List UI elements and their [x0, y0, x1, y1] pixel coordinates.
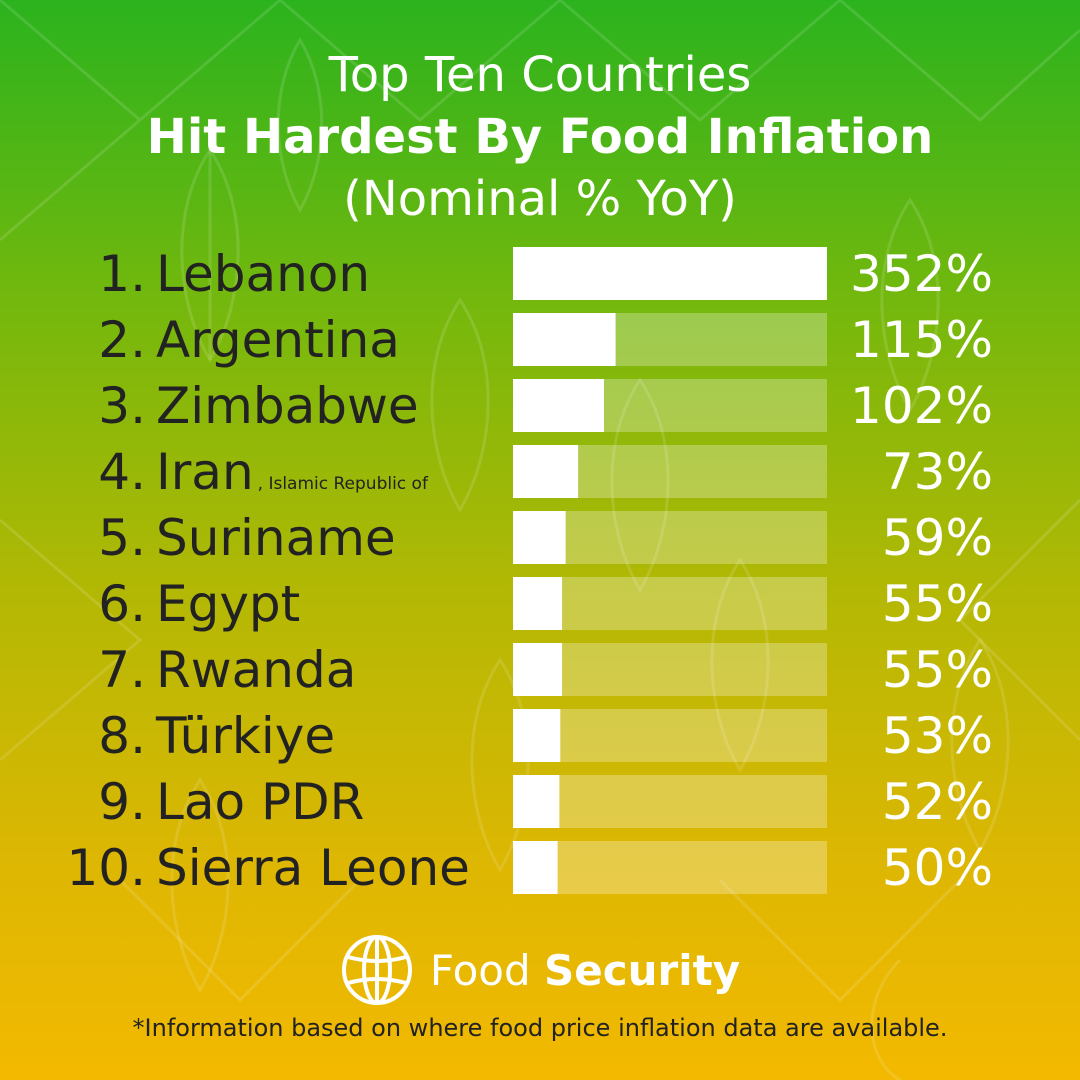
header: Top Ten Countries Hit Hardest By Food In…	[0, 44, 1080, 230]
country-label: Sierra Leone	[156, 839, 470, 897]
rank-label: 2.	[98, 311, 146, 369]
rank-label: 3.	[98, 377, 146, 435]
rank-label: 7.	[98, 641, 146, 699]
value-label: 52%	[882, 773, 993, 831]
title-line-1: Top Ten Countries	[328, 47, 752, 103]
bar	[513, 247, 827, 300]
title-line-3: (Nominal % YoY)	[343, 171, 737, 227]
country-label: Zimbabwe	[156, 377, 419, 435]
title-line-2: Hit Hardest By Food Inflation	[146, 109, 934, 165]
brand-name-regular: Food	[429, 945, 531, 995]
value-label: 102%	[850, 377, 993, 435]
bar	[513, 379, 604, 432]
rank-label: 5.	[98, 509, 146, 567]
country-label: Lebanon	[156, 245, 370, 303]
country-label: Rwanda	[156, 641, 356, 699]
brand: Food Security	[0, 930, 1080, 1010]
bar	[513, 577, 563, 630]
rank-label: 4.	[98, 443, 146, 501]
value-label: 50%	[882, 839, 993, 897]
footnote: *Information based on where food price i…	[132, 1014, 948, 1042]
country-label: Iran	[156, 443, 254, 501]
bar	[513, 445, 579, 498]
bar	[513, 709, 561, 762]
country-label: Suriname	[156, 509, 396, 567]
rank-label: 9.	[98, 773, 146, 831]
bar-track	[513, 577, 827, 630]
bar	[513, 643, 563, 696]
country-label: Türkiye	[155, 707, 335, 765]
bar	[513, 775, 560, 828]
rank-label: 8.	[98, 707, 146, 765]
globe-icon	[341, 935, 412, 1005]
bar	[513, 313, 616, 366]
value-label: 55%	[882, 641, 993, 699]
bar	[513, 841, 558, 894]
value-label: 55%	[882, 575, 993, 633]
brand-name: Food Security	[430, 946, 740, 995]
value-label: 352%	[850, 245, 993, 303]
country-label: Argentina	[156, 311, 400, 369]
value-label: 59%	[882, 509, 993, 567]
country-label: Egypt	[156, 575, 300, 633]
bar-track	[513, 709, 827, 762]
value-label: 53%	[882, 707, 993, 765]
brand-name-bold: Security	[543, 945, 741, 995]
bar-track	[513, 775, 827, 828]
value-label: 115%	[850, 311, 993, 369]
country-note: , Islamic Republic of	[258, 474, 429, 494]
bar-track	[513, 841, 827, 894]
rank-label: 1.	[98, 245, 146, 303]
rank-label: 10.	[66, 839, 146, 897]
bar	[513, 511, 566, 564]
bar-track	[513, 643, 827, 696]
country-label: Lao PDR	[156, 773, 364, 831]
value-label: 73%	[882, 443, 993, 501]
rank-label: 6.	[98, 575, 146, 633]
